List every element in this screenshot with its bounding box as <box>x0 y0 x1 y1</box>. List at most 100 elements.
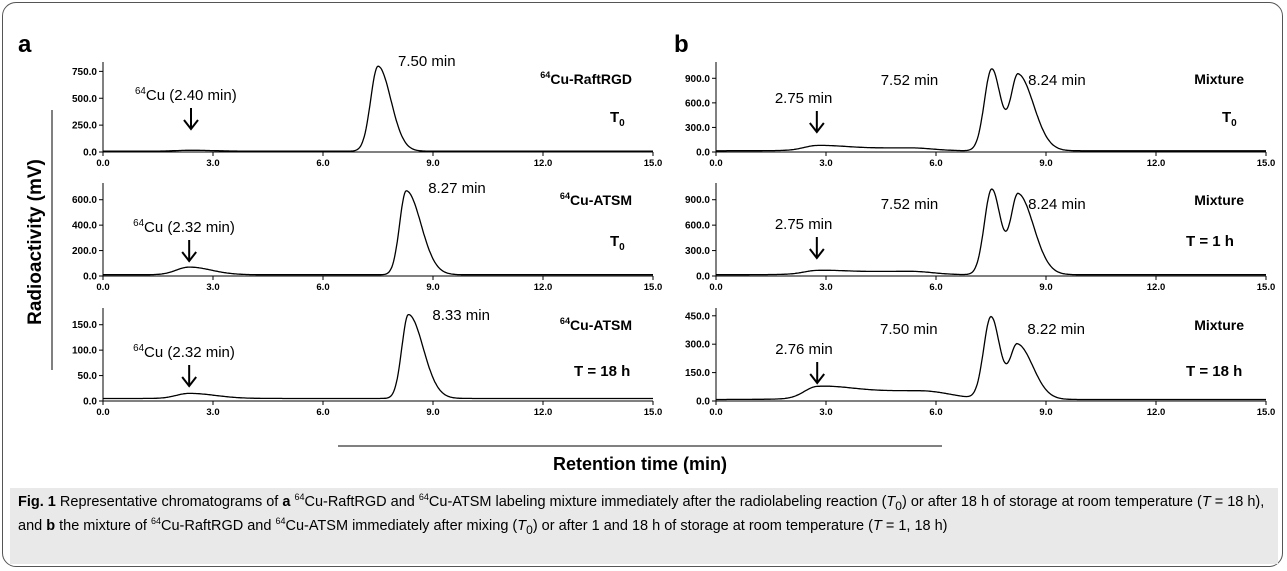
y-axis-label: Radioactivity (mV) <box>25 159 46 325</box>
y-tick-label: 600.0 <box>685 221 710 232</box>
peak-label: 8.27 min <box>428 180 486 197</box>
x-tick-label: 0.0 <box>96 158 109 169</box>
x-tick-label: 6.0 <box>316 407 329 418</box>
y-tick-label: 300.0 <box>685 123 710 134</box>
x-tick-label: 3.0 <box>819 282 832 293</box>
x-tick-label: 9.0 <box>1039 282 1052 293</box>
x-tick-label: 12.0 <box>534 158 553 169</box>
x-tick-label: 6.0 <box>929 282 942 293</box>
label-text: Cu-ATSM <box>570 317 632 333</box>
time-label-sub: 0 <box>619 118 625 129</box>
caption-sub: 0 <box>895 498 902 513</box>
x-tick-label: 15.0 <box>644 282 663 293</box>
caption-text: Cu-ATSM immediately after mixing ( <box>285 517 518 534</box>
y-tick-label: 150.0 <box>685 368 710 379</box>
x-tick-label: 15.0 <box>1257 282 1276 293</box>
x-tick-label: 15.0 <box>644 158 663 169</box>
y-tick-label: 400.0 <box>72 221 97 232</box>
y-tick-label: 0.0 <box>83 397 97 408</box>
peak-arrow-head <box>809 248 825 260</box>
x-tick-label: 0.0 <box>709 407 722 418</box>
time-label: T = 18 h <box>574 363 630 380</box>
caption-t: T <box>1201 494 1211 510</box>
peak-label: 8.22 min <box>1027 321 1085 338</box>
caption-t: T <box>517 517 527 534</box>
y-tick-label: 450.0 <box>685 311 710 322</box>
chromatogram-b-2: 0.0 300.0 600.0 900.0 0.0 3.0 6.0 9.0 12.0 15.0 Mi… <box>685 183 1275 293</box>
figure-caption: Fig. 1 Representative chromatograms of a… <box>10 488 1278 564</box>
compound-label: 64Cu-RaftRGD <box>540 70 632 87</box>
x-tick-label: 12.0 <box>1147 158 1166 169</box>
time-label: T = 18 h <box>1186 363 1242 380</box>
x-tick-label: 9.0 <box>426 407 439 418</box>
caption-text: ) or after 18 h of storage at room tempe… <box>902 494 1202 510</box>
y-tick-label: 750.0 <box>72 67 97 78</box>
chromatogram-trace <box>716 188 1266 276</box>
x-tick-label: 12.0 <box>534 282 553 293</box>
x-tick-label: 0.0 <box>709 282 722 293</box>
x-tick-label: 0.0 <box>96 407 109 418</box>
chromatogram-trace <box>103 190 653 276</box>
chromatogram-trace <box>103 313 653 400</box>
x-tick-label: 6.0 <box>316 158 329 169</box>
peak-label: 8.24 min <box>1028 196 1086 213</box>
sup-64: 64 <box>133 343 144 354</box>
time-label-sub: 0 <box>1231 118 1237 129</box>
y-tick-label: 0.0 <box>696 148 710 159</box>
x-tick-label: 15.0 <box>1257 407 1276 418</box>
sup-64: 64 <box>135 86 146 97</box>
caption-text: ) or after 1 and 18 h of storage at room… <box>532 517 873 534</box>
x-tick-label: 3.0 <box>206 407 219 418</box>
y-tick-label: 600.0 <box>685 98 710 109</box>
x-tick-label: 3.0 <box>819 158 832 169</box>
x-tick-label: 0.0 <box>709 158 722 169</box>
peak-label: 7.50 min <box>398 53 456 70</box>
peak-label: 8.33 min <box>432 307 490 324</box>
x-tick-label: 9.0 <box>426 282 439 293</box>
y-tick-label: 0.0 <box>696 397 710 408</box>
x-tick-label: 12.0 <box>1147 282 1166 293</box>
peak-arrow-head <box>809 122 825 134</box>
peak-label: 2.76 min <box>775 341 833 358</box>
y-tick-label: 900.0 <box>685 74 710 85</box>
caption-sup: 64 <box>151 516 162 527</box>
y-tick-label: 0.0 <box>696 272 710 283</box>
label-text: Cu (2.32 min) <box>144 219 235 236</box>
caption-t: T <box>886 494 896 510</box>
peak-arrow-head <box>181 376 197 388</box>
panel-label-b: b <box>674 31 689 58</box>
x-tick-label: 9.0 <box>426 158 439 169</box>
peak-label: 7.52 min <box>881 196 939 213</box>
chromatogram-a-2: 0.0 200.0 400.0 600.0 0.0 3.0 6.0 9.0 12.0 15.0 64… <box>72 180 662 293</box>
x-tick-label: 12.0 <box>1147 407 1166 418</box>
x-tick-label: 0.0 <box>96 282 109 293</box>
y-tick-label: 150.0 <box>72 320 97 331</box>
caption-text: Cu-RaftRGD and <box>304 494 419 510</box>
sup-64: 64 <box>540 70 551 80</box>
compound-label: Mixture <box>1194 71 1244 87</box>
y-tick-label: 250.0 <box>72 121 97 132</box>
x-tick-label: 3.0 <box>206 158 219 169</box>
chromatogram-figure: a b Radioactivity (mV) Retention time (m… <box>18 31 1275 474</box>
peak-label: 64Cu (2.32 min) <box>133 343 235 361</box>
peak-arrow-head <box>181 251 197 263</box>
y-tick-label: 600.0 <box>72 195 97 206</box>
compound-label: Mixture <box>1194 317 1244 333</box>
sup-64: 64 <box>560 191 571 201</box>
peak-label: 7.50 min <box>880 321 938 338</box>
x-tick-label: 3.0 <box>206 282 219 293</box>
caption-text: Cu-ATSM labeling mixture immediately aft… <box>428 494 887 510</box>
caption-text: Cu-RaftRGD and <box>161 517 276 534</box>
peak-arrow-head <box>809 373 825 385</box>
y-tick-label: 50.0 <box>78 371 98 382</box>
time-label: T = 1 h <box>1186 233 1234 250</box>
chromatogram-b-1: 0.0 300.0 600.0 900.0 0.0 3.0 6.0 9.0 12.0 15.0 Mi… <box>685 62 1275 169</box>
chromatogram-trace <box>716 315 1266 401</box>
y-tick-label: 500.0 <box>72 94 97 105</box>
caption-text: Representative chromatograms of <box>55 494 283 510</box>
x-tick-label: 6.0 <box>929 158 942 169</box>
chromatogram-b-3: 0.0 150.0 300.0 450.0 0.0 3.0 6.0 9.0 12.0 15.0 Mi… <box>685 308 1275 418</box>
x-axis-label: Retention time (min) <box>553 454 727 474</box>
chromatogram-trace <box>716 68 1266 152</box>
